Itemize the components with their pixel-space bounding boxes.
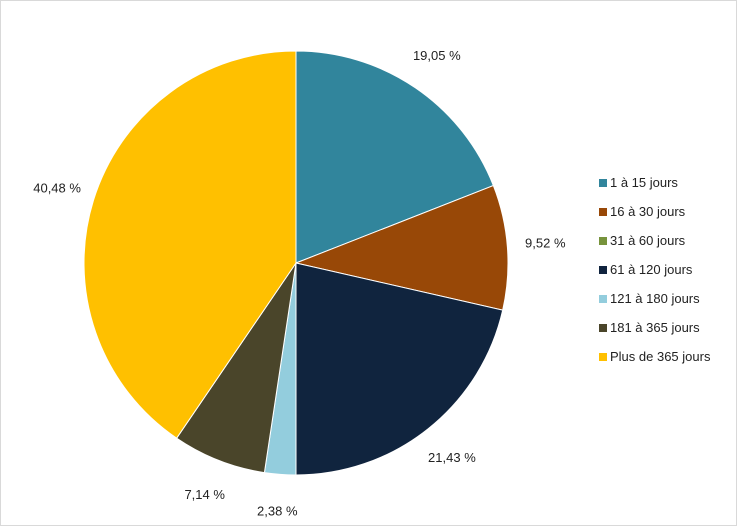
legend-swatch xyxy=(599,265,607,274)
legend-label: 181 à 365 jours xyxy=(610,320,700,335)
legend-item: 121 à 180 jours xyxy=(599,284,710,313)
slice-value-label: 40,48 % xyxy=(33,181,81,196)
legend-swatch xyxy=(599,294,607,303)
legend-swatch xyxy=(599,352,607,361)
pie-slice xyxy=(295,262,504,476)
legend-swatch xyxy=(599,236,607,245)
legend-item: 1 à 15 jours xyxy=(599,168,710,197)
legend-label: 61 à 120 jours xyxy=(610,262,693,277)
legend-swatch xyxy=(599,207,607,216)
legend-swatch xyxy=(599,178,607,187)
legend-label: 31 à 60 jours xyxy=(610,233,686,248)
legend-label: 1 à 15 jours xyxy=(610,175,678,190)
legend-item: 181 à 365 jours xyxy=(599,313,710,342)
legend-item: 31 à 60 jours xyxy=(599,226,710,255)
legend-item: 16 à 30 jours xyxy=(599,197,710,226)
slice-value-label: 7,14 % xyxy=(184,487,225,502)
pie-slice xyxy=(294,184,509,311)
legend-label: Plus de 365 jours xyxy=(610,349,711,364)
slice-value-label: 2,38 % xyxy=(257,504,298,519)
legend-item: 61 à 120 jours xyxy=(599,255,710,284)
legend-swatch xyxy=(599,323,607,332)
legend-label: 16 à 30 jours xyxy=(610,204,686,219)
pie-slice xyxy=(83,50,297,439)
legend: 1 à 15 jours 16 à 30 jours 31 à 60 jours… xyxy=(599,168,710,371)
pie-slice xyxy=(295,50,495,264)
slice-value-label: 21,43 % xyxy=(428,450,476,465)
slice-value-label: 19,05 % xyxy=(413,48,461,63)
legend-label: 121 à 180 jours xyxy=(610,291,700,306)
slice-value-label: 9,52 % xyxy=(525,236,566,251)
legend-item: Plus de 365 jours xyxy=(599,342,710,371)
